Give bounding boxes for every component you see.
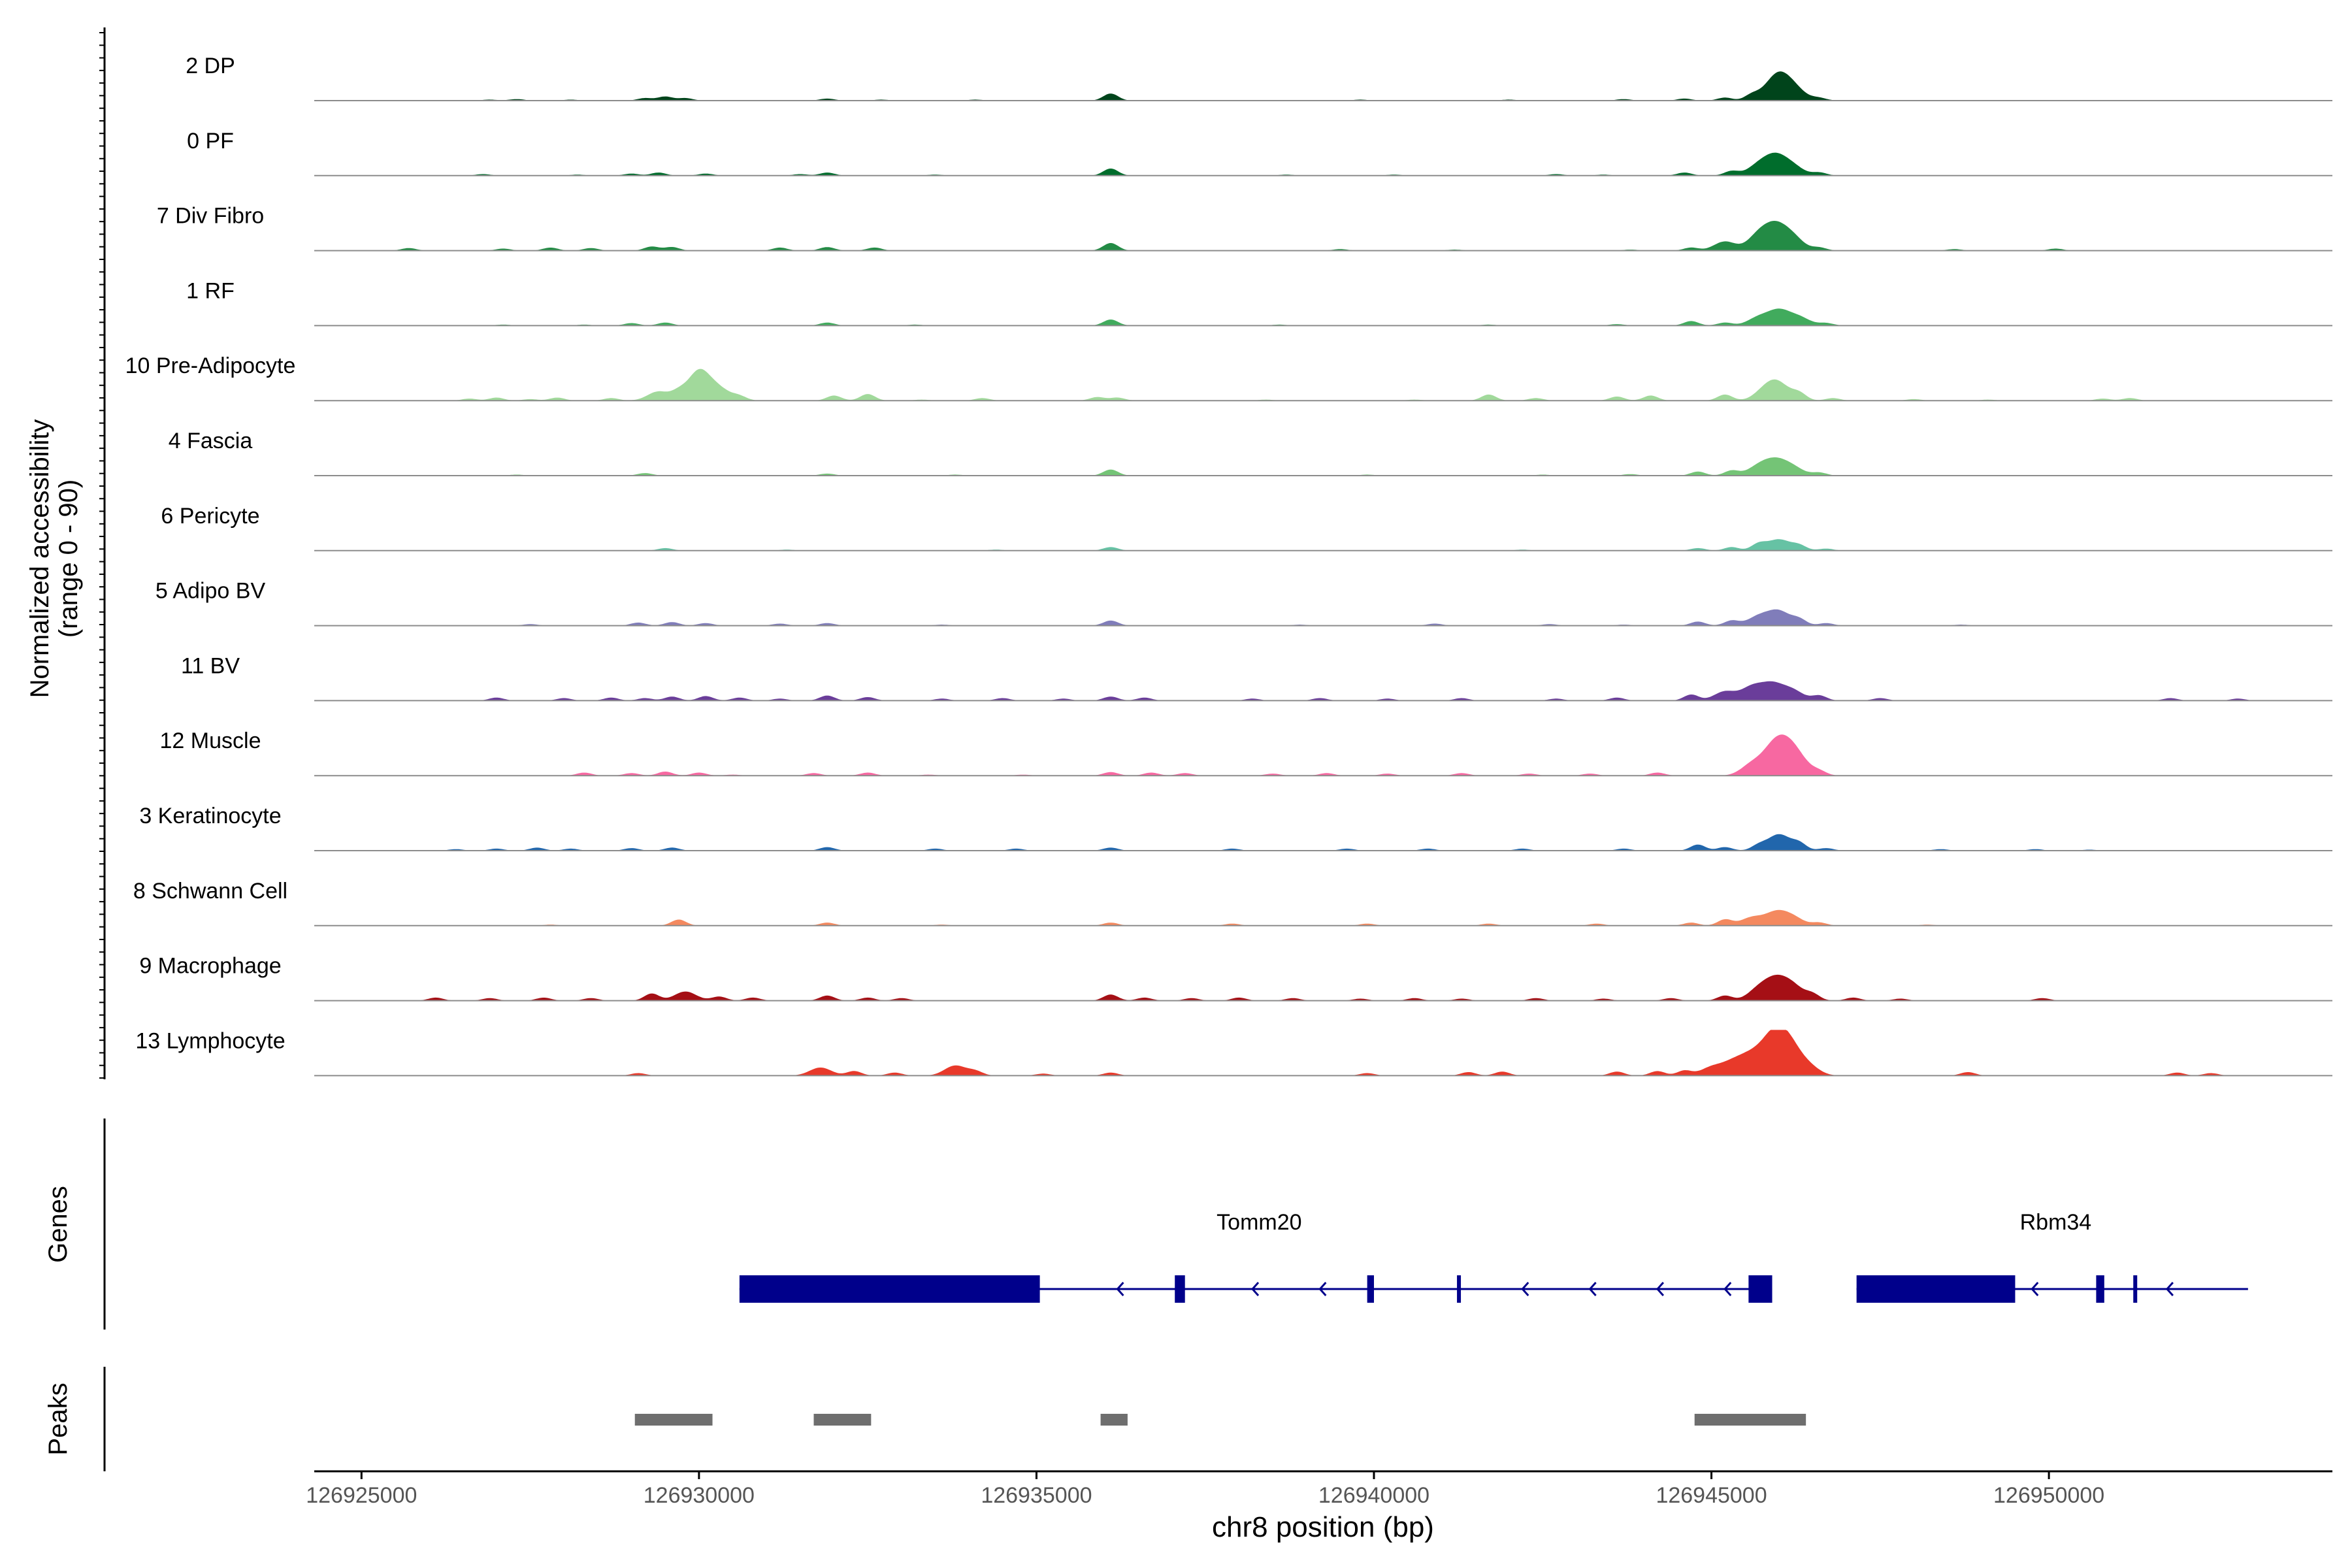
coverage-area [314,681,2332,701]
x-tick-label: 126940000 [1318,1483,1429,1508]
coverage-area [314,71,2332,101]
peak-region [1100,1414,1128,1426]
track-label: 4 Fascia [169,429,253,453]
coverage-area [314,539,2332,551]
track-4-fascia: 4 Fascia [169,429,2332,476]
track-3-keratinocyte: 3 Keratinocyte [139,804,2332,851]
coverage-area [314,457,2332,476]
coverage-area [314,909,2332,926]
gene-label: Tomm20 [1217,1210,1301,1235]
track-label: 7 Div Fibro [157,204,264,229]
coverage-area [314,368,2332,401]
track-label: 13 Lymphocyte [135,1028,285,1053]
x-tick-label: 126925000 [306,1483,417,1508]
gene-exon [1367,1275,1374,1303]
coverage-area [314,221,2332,251]
track-label: 1 RF [186,278,235,303]
strand-arrow [1251,1281,1260,1297]
gene-rbm34: Rbm34 [1856,1210,2248,1303]
track-11-bv: 11 BV [181,653,2332,702]
strand-arrow [1116,1281,1124,1297]
x-axis: 126925000 126930000 126935000 126940000 1269… [306,1470,2332,1508]
gene-tomm20: Tomm20 [739,1210,1772,1303]
peak-region [634,1414,713,1426]
gene-exon [1748,1275,1772,1303]
gene-exon [739,1275,1040,1303]
x-axis-title: chr8 position (bp) [1212,1511,1434,1543]
track-label: 8 Schwann Cell [133,879,287,904]
coverage-area [314,609,2332,626]
track-6-pericyte: 6 Pericyte [161,504,2332,551]
gene-label: Rbm34 [2020,1210,2092,1235]
x-tick-label: 126935000 [981,1483,1092,1508]
left-axes [99,27,106,1471]
gene-exon [1175,1275,1185,1303]
track-12-muscle: 12 Muscle [160,728,2332,777]
track-13-lymphocyte: 13 Lymphocyte [135,1028,2332,1077]
gene-exon [2096,1275,2104,1303]
track-1-rf: 1 RF [186,278,2332,327]
x-tick-label: 126930000 [644,1483,755,1508]
coverage-area [314,1030,2332,1076]
strand-arrow [1723,1281,1732,1297]
track-label: 0 PF [187,129,234,154]
track-label: 5 Adipo BV [155,579,266,604]
y-axis-title-line1: Normalized accessibility [25,419,54,698]
track-label: 11 BV [181,653,240,678]
peak-region [813,1414,872,1426]
track-0-pf: 0 PF [187,129,2332,176]
y-axis-title-line2: (range 0 - 90) [54,480,83,638]
strand-arrow [1521,1281,1529,1297]
peaks-panel-label: Peaks [44,1382,73,1455]
track-label: 12 Muscle [160,728,261,753]
coverage-area [314,974,2332,1001]
gene-exon [2133,1275,2138,1303]
strand-arrow [2031,1281,2039,1297]
coverage-area [314,152,2332,176]
track-9-macrophage: 9 Macrophage [139,954,2332,1002]
strand-arrow [1656,1281,1665,1297]
track-label: 6 Pericyte [161,504,259,529]
x-tick-label: 126950000 [1993,1483,2104,1508]
track-10-pre-adipocyte: 10 Pre-Adipocyte [125,353,2332,402]
peak-regions-panel [634,1414,1806,1426]
coverage-area [314,734,2332,776]
track-7-div-fibro: 7 Div Fibro [157,204,2332,252]
track-8-schwann-cell: 8 Schwann Cell [133,879,2332,926]
x-tick-label: 126945000 [1656,1483,1767,1508]
track-label: 9 Macrophage [139,954,281,979]
track-label: 3 Keratinocyte [139,804,281,828]
gene-exon [1457,1275,1462,1303]
strand-arrow [2165,1281,2174,1297]
genes-panel-label: Genes [44,1186,73,1263]
coverage-area [314,308,2332,326]
gene-exon [1856,1275,2016,1303]
strand-arrow [1588,1281,1597,1297]
peak-region [1694,1414,1806,1426]
coverage-area [314,834,2332,851]
accessibility-tracks: 2 DP 0 PF 7 Div Fibro 1 RF 10 Pre-Adipocyte 4… [125,54,2332,1077]
gene-annotation-panel: Tomm20 Rbm34 [739,1210,2248,1303]
track-5-adipo-bv: 5 Adipo BV [155,579,2332,627]
track-label: 2 DP [186,54,235,78]
track-label: 10 Pre-Adipocyte [125,353,296,378]
track-2-dp: 2 DP [186,54,2332,101]
strand-arrow [1318,1281,1327,1297]
